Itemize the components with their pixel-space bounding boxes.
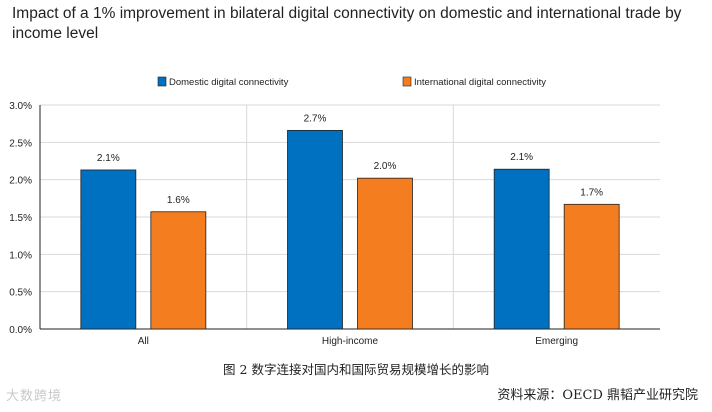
x-tick-label: Emerging	[535, 336, 578, 347]
legend-swatch	[402, 76, 412, 87]
bar-international	[357, 177, 413, 330]
data-label: 2.0%	[374, 161, 397, 172]
watermark: 大数跨境	[6, 389, 63, 404]
bar-domestic	[493, 168, 550, 330]
y-tick-label: 1.5%	[9, 213, 32, 224]
y-tick-label: 0.0%	[9, 325, 32, 336]
bar-domestic	[80, 169, 137, 330]
y-tick-label: 3.0%	[9, 101, 32, 112]
y-tick-label: 2.5%	[9, 138, 32, 149]
chart-title: Impact of a 1% improvement in bilateral …	[12, 5, 682, 42]
bar-domestic	[287, 129, 343, 330]
data-label: 2.7%	[304, 113, 327, 124]
bar-international	[563, 203, 620, 330]
bar-international	[150, 211, 207, 330]
source-note: 资料来源：OECD 鼎韬产业研究院	[497, 388, 698, 403]
figure-caption: 图 2 数字连接对国内和国际贸易规模增长的影响	[223, 362, 489, 377]
legend-swatch	[157, 76, 167, 87]
legend-label: International digital connectivity	[414, 77, 546, 88]
y-tick-label: 1.0%	[9, 250, 32, 261]
x-tick-label: All	[138, 336, 149, 347]
x-tick-label: High-income	[322, 336, 379, 347]
data-label: 1.6%	[167, 195, 190, 206]
data-label: 1.7%	[580, 187, 603, 198]
y-tick-label: 0.5%	[9, 288, 32, 299]
y-tick-label: 2.0%	[9, 176, 32, 187]
data-label: 2.1%	[97, 153, 120, 164]
legend-label: Domestic digital connectivity	[169, 77, 289, 88]
data-label: 2.1%	[510, 152, 533, 163]
